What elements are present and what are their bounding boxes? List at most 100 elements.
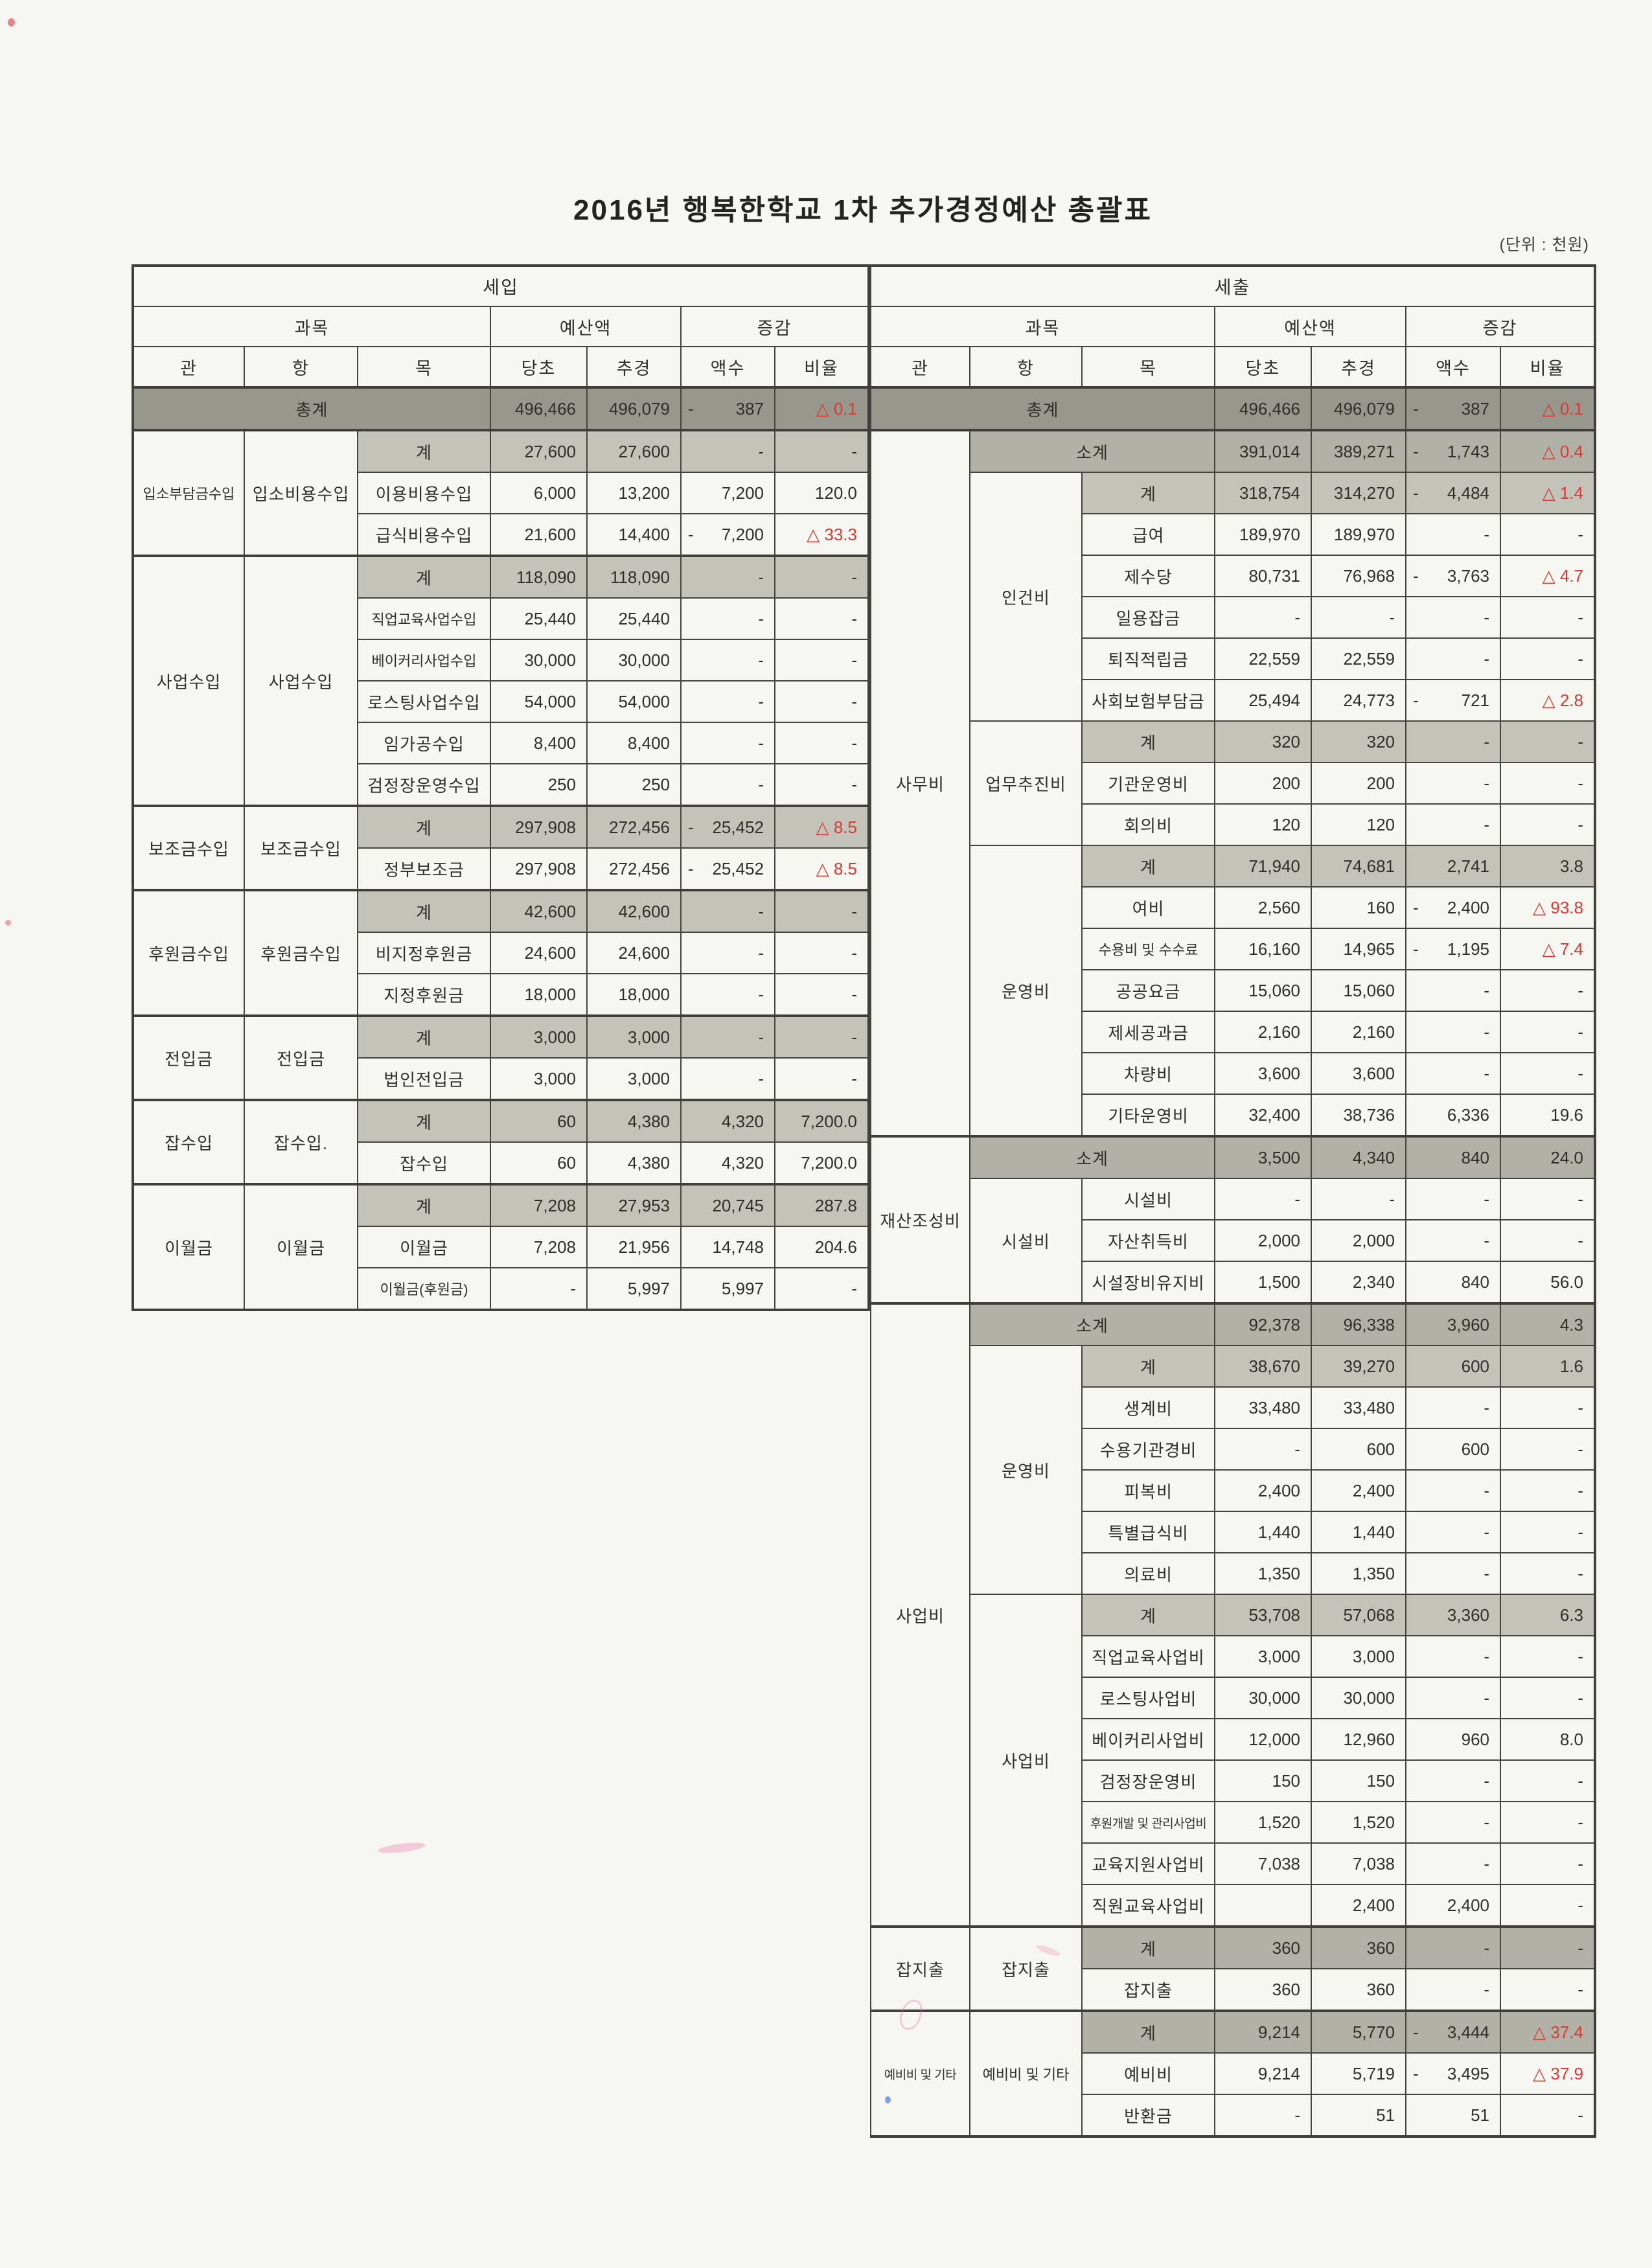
value-text: 2,000 [1257, 1230, 1300, 1250]
value-text: - [1484, 1480, 1489, 1500]
table-row: 지정후원금 18,000 18,000 - - [133, 973, 869, 1016]
value-text: 25,440 [524, 608, 576, 628]
value-cell: - [680, 1057, 775, 1101]
value-cell: 2,741 [1405, 845, 1501, 888]
category-cell: 예비비 및 기타 [870, 2010, 970, 2137]
value-text: 42,600 [524, 901, 576, 921]
value-text: - [1484, 1688, 1489, 1708]
value-cell: 80,731 [1214, 555, 1312, 597]
value-cell: - [774, 680, 869, 723]
table-row: 차량비 3,600 3,600 - - [871, 1052, 1596, 1095]
value-cell: 54,000 [490, 680, 588, 723]
value-cell: 5,770 [1311, 2010, 1406, 2054]
value-text: - [758, 441, 764, 461]
value-text: - [1484, 1230, 1489, 1250]
category-cell: 여비 [1081, 886, 1215, 929]
value-text: - [1577, 731, 1583, 751]
value-cell: 1,350 [1311, 1552, 1406, 1595]
value-cell: - [680, 597, 775, 640]
table-row: 베이커리사업수입 30,000 30,000 - - [133, 639, 869, 682]
table-row: 전입금 전입금 계 3,000 3,000- - [132, 1014, 869, 1101]
category-cell: 회의비 [1081, 803, 1215, 846]
value-cell: 51 [1311, 2094, 1406, 2137]
value-text: 391,014 [1239, 441, 1300, 461]
minus-sign: - [688, 398, 694, 418]
value-cell: - [1405, 513, 1501, 556]
value-cell: - [1500, 1511, 1596, 1553]
value-text: 53,708 [1248, 1605, 1300, 1625]
value-cell: 200 [1311, 762, 1406, 805]
value-cell: - [774, 1057, 869, 1101]
dangcho-header: 당초 [1214, 346, 1312, 388]
value-text: 56.0 [1550, 1272, 1583, 1292]
value-cell: 4.3 [1500, 1302, 1596, 1346]
value-cell: - [774, 639, 869, 682]
value-cell: - [1500, 1386, 1596, 1429]
value-cell: 391,014 [1214, 429, 1312, 473]
table-row: 퇴직적립금 22,559 22,559 - - [871, 637, 1596, 680]
value-text: - [758, 1027, 764, 1047]
category-cell: 소계 [969, 1135, 1215, 1179]
table-row: 운영비 계 38,670 39,270 600 1.6 [871, 1345, 1596, 1595]
value-text: 496,079 [609, 398, 670, 418]
value-text: 5,997 [721, 1278, 764, 1298]
value-text: 4,380 [627, 1111, 670, 1131]
category-cell: 이용비용수입 [357, 472, 491, 514]
value-cell: 51 [1405, 2094, 1501, 2137]
value-cell: 96,338 [1311, 1302, 1406, 1346]
value-cell: - [1500, 1635, 1596, 1678]
value-text: △ 0.1 [1542, 398, 1583, 418]
value-text: 4,340 [1352, 1147, 1395, 1167]
category-cell: 계 [357, 1099, 491, 1143]
value-text: 80,731 [1248, 566, 1300, 586]
category-cell: 보조금수입 [244, 805, 358, 891]
category-cell: 후원개발 및 관리사업비 [1081, 1801, 1215, 1844]
value-cell: 7,208 [490, 1226, 588, 1268]
value-text: - [1484, 1022, 1489, 1042]
value-text: 6.3 [1559, 1605, 1583, 1625]
value-text: - [1484, 1853, 1489, 1873]
value-cell: 2,400 [1311, 1469, 1406, 1512]
value-cell: △ 93.8 [1500, 886, 1596, 929]
value-cell: - [680, 889, 775, 933]
value-cell: - 3,495 [1405, 2052, 1501, 2095]
value-cell: - 2,400 [1405, 886, 1501, 929]
value-text: 32,400 [1248, 1105, 1300, 1125]
category-cell: 시설장비유지비 [1081, 1261, 1215, 1304]
value-text: 721 [1461, 690, 1489, 710]
value-cell: 24.0 [1500, 1135, 1596, 1179]
value-cell: - [1405, 1635, 1501, 1678]
value-cell: 1,440 [1214, 1511, 1312, 1553]
category-cell: 비지정후원금 [357, 932, 491, 974]
value-text: 387 [735, 398, 764, 418]
value-cell: - [1500, 1469, 1596, 1512]
value-text: - [1577, 980, 1583, 1000]
value-cell: 33,480 [1311, 1386, 1406, 1429]
value-cell: △ 8.5 [774, 805, 869, 849]
scan-artifact-red-speck [5, 920, 11, 926]
minus-sign: - [1413, 398, 1419, 418]
value-text: 120.0 [814, 483, 857, 503]
value-cell: - 1,743 [1405, 429, 1501, 473]
value-text: 7,208 [533, 1195, 576, 1215]
value-cell: 76,968 [1311, 555, 1406, 597]
value-cell: - [1405, 1219, 1501, 1262]
value-text: 4,380 [627, 1152, 670, 1173]
value-cell: 54,000 [586, 680, 682, 723]
table-row: 사업수입 사업수입 계 118,090 118,090- - [132, 555, 869, 807]
value-text: - [1577, 1480, 1583, 1500]
value-text: - [1484, 524, 1489, 544]
value-text: 60 [557, 1152, 576, 1173]
value-text: 27,600 [618, 441, 670, 461]
chugyeong-header: 추경 [586, 346, 682, 388]
category-cell: 사업수입 [132, 555, 245, 807]
value-cell: 3,960 [1405, 1302, 1501, 1346]
value-text: 2,400 [1352, 1480, 1395, 1500]
table-row: 특별급식비 1,440 1,440 - - [871, 1511, 1596, 1553]
biyul-header: 비율 [774, 346, 869, 388]
category-cell: 잡수입 [357, 1141, 491, 1185]
value-cell: - [680, 932, 775, 974]
value-text: 51 [1471, 2105, 1489, 2125]
value-text: 30,000 [1248, 1688, 1300, 1708]
value-text: 54,000 [524, 691, 576, 711]
